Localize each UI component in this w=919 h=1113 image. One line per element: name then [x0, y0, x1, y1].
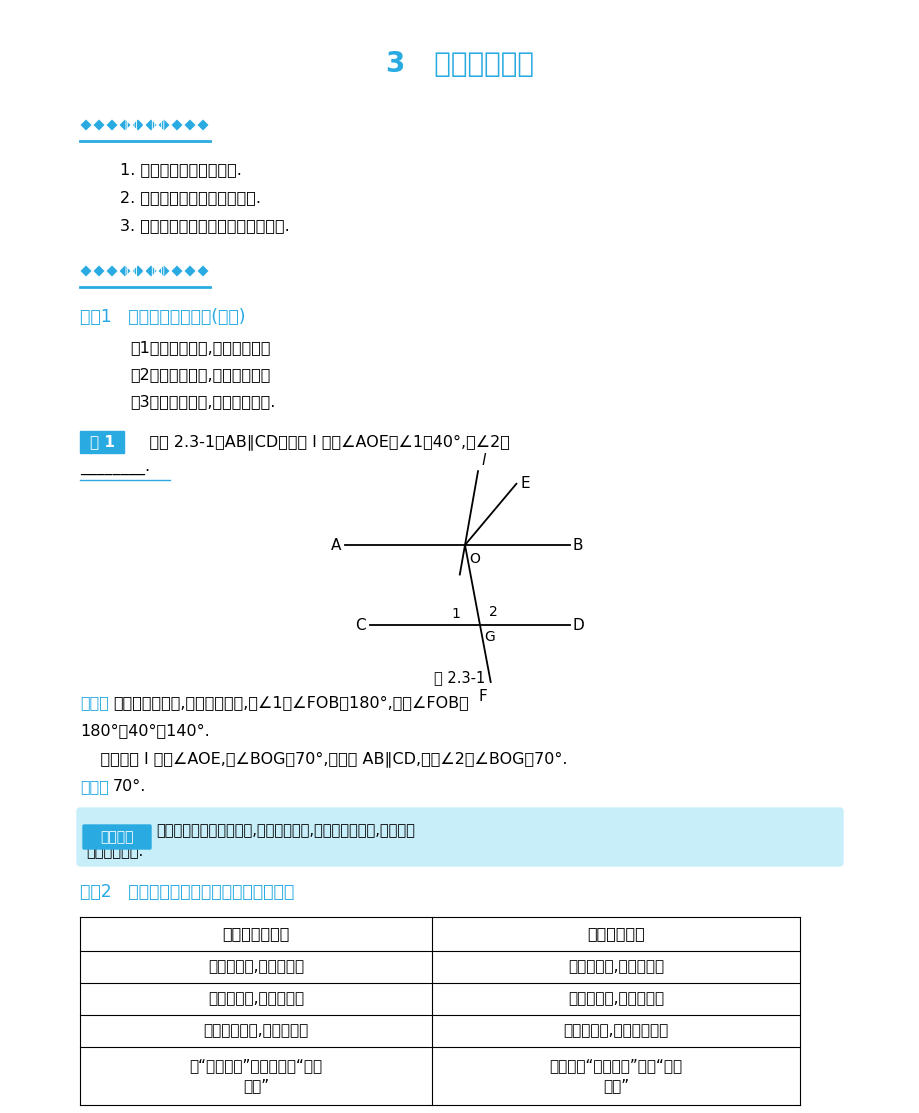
Polygon shape — [119, 265, 130, 277]
Polygon shape — [158, 265, 170, 277]
Polygon shape — [93, 119, 105, 131]
Text: 教材知识详析: 教材知识详析 — [118, 264, 172, 278]
Text: 如图 2.3-1，AB∥CD，直线 l 平分∠AOE，∠1＝40°,则∠2＝: 如图 2.3-1，AB∥CD，直线 l 平分∠AOE，∠1＝40°,则∠2＝ — [129, 434, 509, 450]
Text: （2）两直线平行,内错角相等；: （2）两直线平行,内错角相等； — [130, 367, 270, 382]
Polygon shape — [184, 119, 196, 131]
Text: 同旁内角互补,两直线平行: 同旁内角互补,两直线平行 — [203, 1024, 308, 1038]
Text: 精析：: 精析： — [80, 695, 108, 710]
Text: 关系”: 关系” — [602, 1078, 629, 1093]
Text: 根据两直线平行,同旁内角互补,得∠1＋∠FOB＝180°,所以∠FOB＝: 根据两直线平行,同旁内角互补,得∠1＋∠FOB＝180°,所以∠FOB＝ — [113, 695, 469, 710]
Text: 两直线平行,内错角相等: 两直线平行,内错角相等 — [567, 992, 664, 1006]
Text: 2. 能区分平行线的判定与性质.: 2. 能区分平行线的判定与性质. — [119, 190, 261, 205]
Text: 两直线平行,同旁内角互补: 两直线平行,同旁内角互补 — [562, 1024, 668, 1038]
Text: 3   平行线的性质: 3 平行线的性质 — [386, 50, 533, 78]
Text: 3. 能利用平行线的性质解决实际问题.: 3. 能利用平行线的性质解决实际问题. — [119, 218, 289, 233]
Text: l: l — [481, 453, 484, 469]
Text: 1. 掌握平行线的性质特征.: 1. 掌握平行线的性质特征. — [119, 162, 242, 177]
Text: （3）两直线平行,同旁内角互补.: （3）两直线平行,同旁内角互补. — [130, 394, 275, 408]
Text: 同位角相等,两直线平行: 同位角相等,两直线平行 — [208, 959, 304, 975]
Text: 平行线的特征: 平行线的特征 — [586, 926, 644, 942]
Text: 要点2   区分直线平行的条件和平行线的特征: 要点2 区分直线平行的条件和平行线的特征 — [80, 883, 294, 902]
Polygon shape — [184, 265, 196, 277]
Text: 直线平行的条件: 直线平行的条件 — [222, 926, 289, 942]
Text: 本题主要考查两直线平行,同旁内角相等,以及两直线平行,内错角相: 本题主要考查两直线平行,同旁内角相等,以及两直线平行,内错角相 — [156, 823, 414, 838]
Text: A: A — [330, 538, 341, 552]
Text: 图 2.3-1: 图 2.3-1 — [434, 670, 485, 684]
Polygon shape — [145, 265, 157, 277]
Text: 70°.: 70°. — [113, 779, 146, 794]
Polygon shape — [158, 119, 170, 131]
Polygon shape — [145, 119, 157, 131]
FancyBboxPatch shape — [77, 808, 842, 866]
Text: 2: 2 — [488, 605, 497, 619]
Polygon shape — [197, 119, 209, 131]
Text: 180°－40°＝140°.: 180°－40°＝140°. — [80, 723, 210, 738]
Text: 要点1   平行线的性质特征(重点): 要点1 平行线的性质特征(重点) — [80, 308, 245, 326]
Polygon shape — [106, 119, 118, 131]
Text: 1: 1 — [451, 607, 460, 621]
Text: 学习目标导航: 学习目标导航 — [118, 118, 172, 132]
Text: 解答：: 解答： — [80, 779, 108, 794]
Text: 例 1: 例 1 — [89, 434, 114, 450]
Text: 等性质的应用.: 等性质的应用. — [85, 844, 143, 859]
Polygon shape — [197, 265, 209, 277]
Text: 由图形的“位置关系”决定“数量: 由图形的“位置关系”决定“数量 — [549, 1058, 682, 1074]
Polygon shape — [93, 265, 105, 277]
Text: （1）两直线平行,同位角相等；: （1）两直线平行,同位角相等； — [130, 339, 270, 355]
Text: B: B — [573, 538, 583, 552]
Polygon shape — [80, 119, 92, 131]
Polygon shape — [131, 119, 144, 131]
Text: O: O — [469, 552, 480, 567]
Polygon shape — [131, 265, 144, 277]
Text: 两直线平行,同位角相等: 两直线平行,同位角相等 — [567, 959, 664, 975]
Text: D: D — [573, 618, 584, 632]
FancyBboxPatch shape — [80, 431, 124, 453]
Text: 内错角相等,两直线平行: 内错角相等,两直线平行 — [208, 992, 304, 1006]
Polygon shape — [171, 119, 183, 131]
Text: F: F — [478, 689, 486, 705]
Text: E: E — [520, 476, 529, 491]
Text: ________.: ________. — [80, 461, 150, 476]
Polygon shape — [119, 119, 130, 131]
FancyBboxPatch shape — [83, 825, 151, 849]
Text: G: G — [483, 630, 494, 644]
Text: 根据直线 l 平分∠AOE,得∠BOG＝70°,再根据 AB∥CD,可得∠2＝∠BOG＝70°.: 根据直线 l 平分∠AOE,得∠BOG＝70°,再根据 AB∥CD,可得∠2＝∠… — [80, 751, 567, 767]
Polygon shape — [106, 265, 118, 277]
Text: C: C — [355, 618, 366, 632]
Text: 关系”: 关系” — [243, 1078, 268, 1093]
Text: 关键提醒: 关键提醒 — [100, 830, 133, 844]
Text: 由“数量关系”确定图形的“位置: 由“数量关系”确定图形的“位置 — [189, 1058, 323, 1074]
Polygon shape — [80, 265, 92, 277]
Polygon shape — [171, 265, 183, 277]
